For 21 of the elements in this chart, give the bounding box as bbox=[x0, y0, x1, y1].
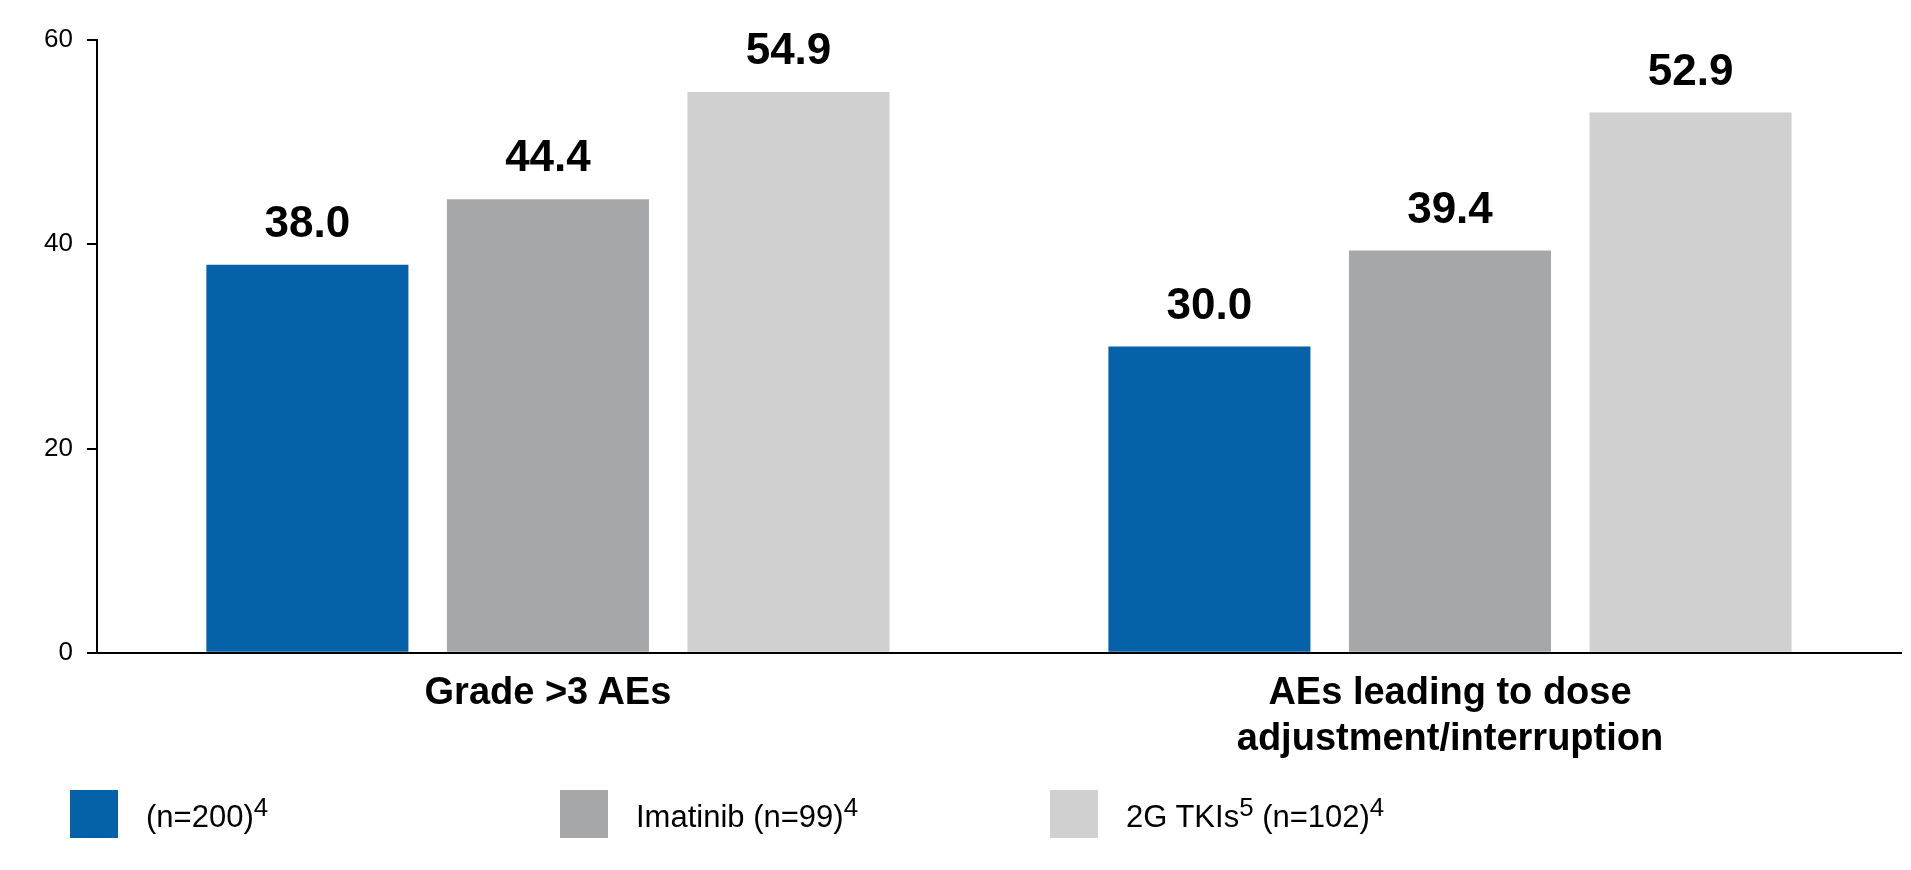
data-label: 54.9 bbox=[745, 24, 832, 74]
bar bbox=[1108, 346, 1311, 652]
y-tick-label: 20 bbox=[44, 431, 73, 462]
bar bbox=[687, 92, 890, 652]
data-label: 52.9 bbox=[1647, 44, 1734, 94]
legend-label: 2G TKIs$^{5}$ (n=102)$^{4}$ bbox=[1126, 792, 1385, 836]
bar bbox=[206, 264, 409, 652]
x-tick-label: AEs leading to dose adjustment/interruption bbox=[1236, 670, 1664, 758]
legend-label: Imatinib (n=99)$^{4}$ bbox=[636, 792, 859, 836]
data-label: 38.0 bbox=[264, 196, 351, 246]
x-tick-label: Grade >3 AEs bbox=[424, 670, 672, 713]
y-tick-label: 60 bbox=[44, 23, 73, 54]
data-label: 39.4 bbox=[1407, 182, 1494, 232]
y-tick-label: 40 bbox=[44, 227, 73, 258]
data-label: 30.0 bbox=[1166, 278, 1253, 328]
y-tick-label: 0 bbox=[58, 635, 73, 666]
legend-label: (n=200)$^{4}$ bbox=[146, 792, 269, 836]
bar bbox=[446, 199, 649, 652]
bar bbox=[1589, 112, 1792, 652]
data-label: 44.4 bbox=[505, 131, 592, 181]
bar bbox=[1348, 250, 1552, 652]
